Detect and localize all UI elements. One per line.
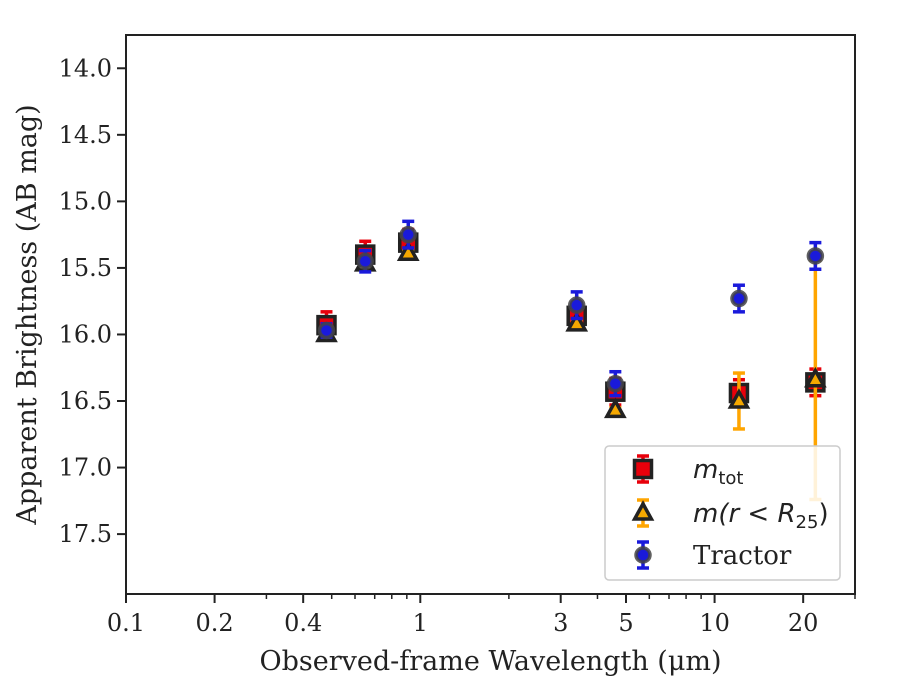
- legend-label-subscript: tot: [718, 468, 743, 489]
- legend-label-subscript: 25: [796, 512, 819, 533]
- series-2-circle-marker: [317, 321, 336, 340]
- series-2-circle-marker: [606, 374, 625, 393]
- series-2: [317, 219, 825, 398]
- axis-ticks: 0.1 0.2 0.4 1 3 5 10 20 14.0 14.5 15.0 15.5 16.0 16.5…: [59, 54, 856, 637]
- legend-label-0: mtot: [693, 455, 743, 489]
- legend-box: [604, 445, 841, 581]
- x-axis-title: Observed-frame Wavelength (μm): [259, 646, 721, 677]
- series-1-triangle-marker: [803, 366, 827, 388]
- x-tick-label: 5: [618, 609, 633, 637]
- series-2-circle-marker: [806, 247, 825, 265]
- y-tick-label: 17.0: [59, 454, 112, 482]
- series-2-circle-marker: [567, 296, 586, 314]
- x-tick-label: 0.4: [284, 609, 322, 637]
- legend: mtot m(r < R25) Tractor: [604, 445, 841, 581]
- legend-label-1: m(r < R25): [693, 499, 829, 533]
- legend-0-square-marker: [632, 458, 654, 480]
- series-2-circle-marker: [356, 252, 374, 271]
- x-tick-label: 1: [413, 609, 428, 637]
- y-tick-label: 17.5: [59, 520, 112, 548]
- series-1-triangle-marker: [603, 397, 627, 419]
- y-tick-label: 15.5: [59, 254, 112, 282]
- series-2-circle-marker: [399, 225, 417, 244]
- legend-label-main: m: [693, 455, 718, 485]
- legend-label-2: Tractor: [693, 541, 792, 571]
- x-tick-label: 3: [553, 609, 568, 637]
- x-tick-label: 0.1: [107, 609, 145, 637]
- x-tick-label: 20: [788, 609, 819, 637]
- y-tick-label: 15.0: [59, 187, 112, 215]
- series-1-triangle-marker: [727, 388, 751, 409]
- legend-1-triangle-marker: [631, 500, 655, 521]
- series-2-circle-marker: [730, 289, 748, 308]
- legend-2-circle-marker: [634, 546, 652, 564]
- y-axis-title: Apparent Brightness (AB mag): [12, 104, 43, 525]
- x-tick-label: 10: [699, 609, 730, 637]
- y-tick-label: 14.0: [59, 54, 112, 82]
- x-tick-label: 0.2: [196, 609, 234, 637]
- series-1-triangle-marker: [396, 240, 420, 262]
- y-tick-label: 14.5: [59, 121, 112, 149]
- y-tick-label: 16.5: [59, 387, 112, 415]
- y-tick-label: 16.0: [59, 320, 112, 348]
- plot-frame: [125, 34, 856, 595]
- legend-label-main: m(r < R: [693, 499, 796, 529]
- legend-label-end: ): [818, 499, 828, 529]
- series-1-triangle-marker: [565, 310, 589, 332]
- legend-label-main: Tractor: [693, 541, 792, 571]
